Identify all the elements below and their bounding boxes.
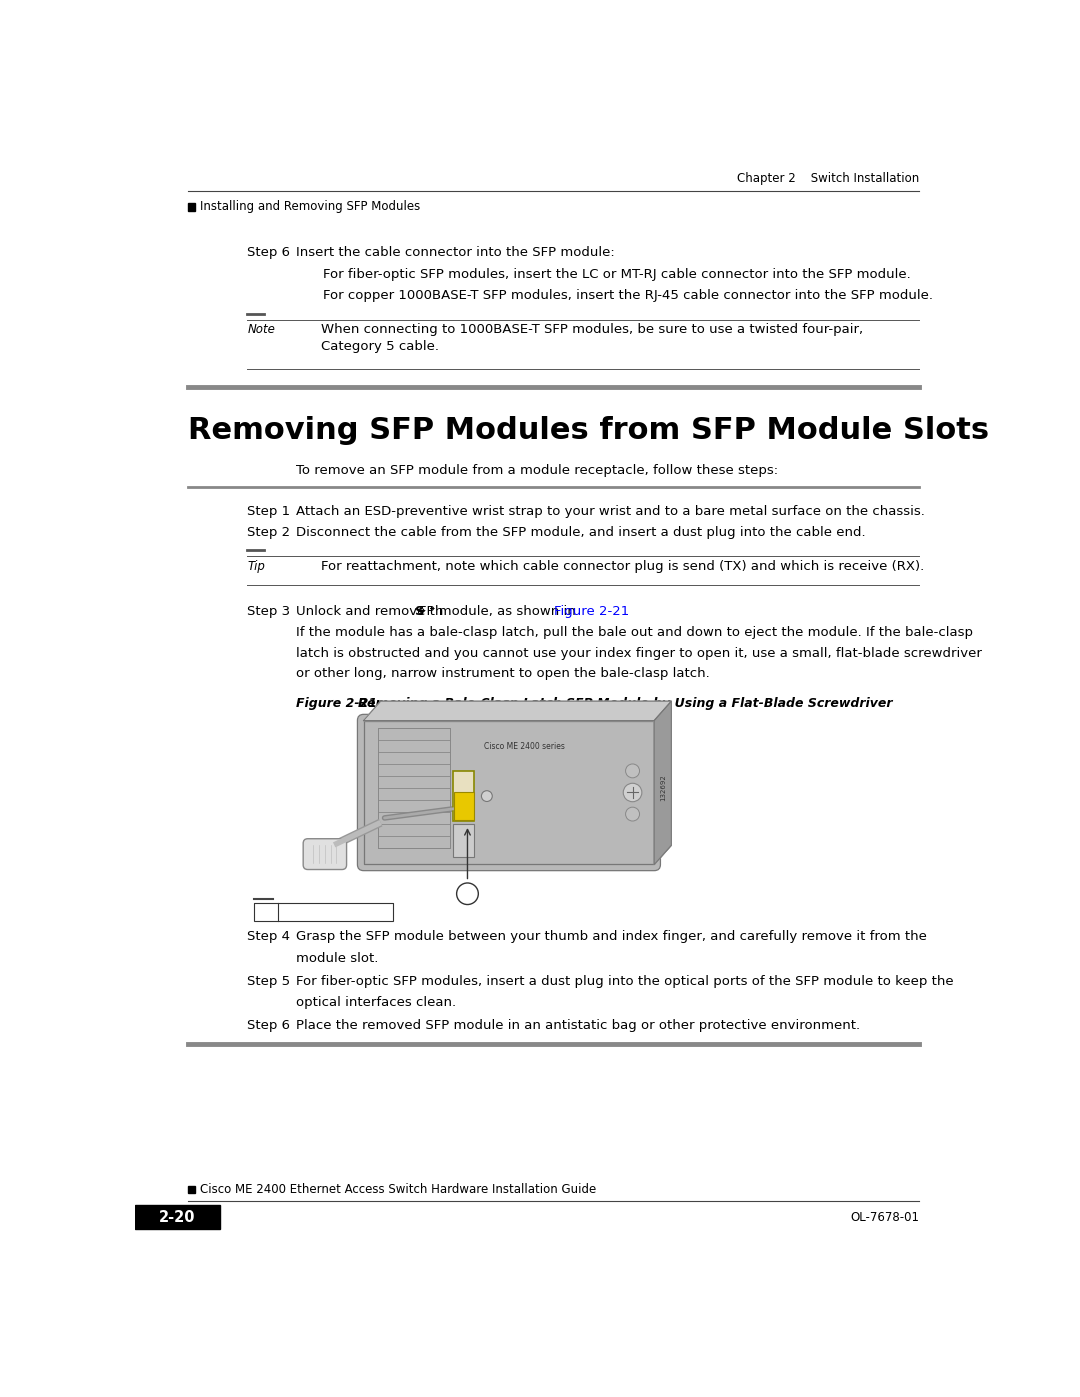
Text: For reattachment, note which cable connector plug is send (TX) and which is rece: For reattachment, note which cable conne… (321, 560, 924, 573)
Text: If the module has a bale-clasp latch, pull the bale out and down to eject the mo: If the module has a bale-clasp latch, pu… (296, 626, 973, 638)
Text: Cisco ME 2400 Ethernet Access Switch Hardware Installation Guide: Cisco ME 2400 Ethernet Access Switch Har… (200, 1183, 596, 1196)
Bar (453, 771, 474, 821)
Text: For copper 1000BASE-T SFP modules, insert the RJ-45 cable connector into the SFP: For copper 1000BASE-T SFP modules, inser… (323, 289, 933, 302)
Bar (135, 1204, 220, 1229)
Text: 1: 1 (463, 887, 471, 900)
Circle shape (623, 784, 642, 802)
Text: latch is obstructed and you cannot use your index finger to open it, use a small: latch is obstructed and you cannot use y… (296, 647, 982, 659)
Text: For fiber-optic SFP modules, insert a dust plug into the optical ports of the SF: For fiber-optic SFP modules, insert a du… (296, 975, 954, 988)
FancyBboxPatch shape (303, 838, 347, 869)
Text: or other long, narrow instrument to open the bale-clasp latch.: or other long, narrow instrument to open… (296, 668, 710, 680)
Text: Step 5: Step 5 (247, 975, 291, 988)
Text: 132692: 132692 (661, 774, 666, 800)
Text: Removing SFP Modules from SFP Module Slots: Removing SFP Modules from SFP Module Slo… (188, 415, 989, 444)
Text: For fiber-optic SFP modules, insert the LC or MT-RJ cable connector into the SFP: For fiber-optic SFP modules, insert the … (323, 268, 912, 281)
Text: Disconnect the cable from the SFP module, and insert a dust plug into the cable : Disconnect the cable from the SFP module… (296, 525, 866, 539)
Text: Chapter 2    Switch Installation: Chapter 2 Switch Installation (737, 172, 919, 184)
FancyBboxPatch shape (357, 714, 661, 870)
Text: Category 5 cable.: Category 5 cable. (321, 339, 438, 353)
Polygon shape (654, 701, 672, 865)
Text: Figure 2-21: Figure 2-21 (554, 605, 629, 617)
Polygon shape (364, 701, 672, 721)
Text: Step 6: Step 6 (247, 246, 291, 260)
Text: Step 6: Step 6 (247, 1020, 291, 1032)
Text: Cisco ME 2400 series: Cisco ME 2400 series (484, 742, 565, 752)
Text: Step 3: Step 3 (247, 605, 291, 617)
Text: Bale clasp: Bale clasp (287, 905, 355, 919)
Text: Insert the cable connector into the SFP module:: Insert the cable connector into the SFP … (296, 246, 615, 260)
Text: Unlock and remove th: Unlock and remove th (296, 605, 444, 617)
Circle shape (625, 807, 639, 821)
Text: Removing a Bale-Clasp Latch SFP Module by Using a Flat-Blade Screwdriver: Removing a Bale-Clasp Latch SFP Module b… (359, 697, 893, 711)
Text: Grasp the SFP module between your thumb and index finger, and carefully remove i: Grasp the SFP module between your thumb … (296, 930, 927, 943)
Text: Note: Note (247, 323, 275, 337)
Text: To remove an SFP module from a module receptacle, follow these steps:: To remove an SFP module from a module re… (296, 464, 779, 478)
Text: Step 4: Step 4 (247, 930, 291, 943)
Text: optical interfaces clean.: optical interfaces clean. (296, 996, 457, 1009)
Polygon shape (654, 701, 672, 865)
Text: Place the removed SFP module in an antistatic bag or other protective environmen: Place the removed SFP module in an antis… (296, 1020, 861, 1032)
Text: 2-20: 2-20 (160, 1210, 195, 1225)
Text: Attach an ESD-preventive wrist strap to your wrist and to a bare metal surface o: Attach an ESD-preventive wrist strap to … (296, 504, 926, 518)
Circle shape (625, 764, 639, 778)
Circle shape (457, 883, 478, 904)
Polygon shape (364, 721, 654, 865)
Bar (454, 792, 474, 820)
Bar (254, 902, 393, 921)
Bar (188, 203, 194, 211)
Text: When connecting to 1000BASE-T SFP modules, be sure to use a twisted four-pair,: When connecting to 1000BASE-T SFP module… (321, 323, 863, 337)
Text: Tip: Tip (247, 560, 266, 573)
Text: 1: 1 (261, 905, 270, 919)
Text: Installing and Removing SFP Modules: Installing and Removing SFP Modules (200, 200, 420, 212)
Text: module slot.: module slot. (296, 951, 379, 964)
Circle shape (482, 791, 492, 802)
Text: FP module, as shown in: FP module, as shown in (419, 605, 576, 617)
Text: Figure 2-21: Figure 2-21 (296, 697, 377, 711)
Text: Step 2: Step 2 (247, 525, 291, 539)
Polygon shape (364, 701, 672, 721)
Bar (453, 824, 474, 856)
Text: S: S (415, 605, 424, 617)
Text: OL-7678-01: OL-7678-01 (850, 1211, 919, 1224)
Bar (188, 1186, 194, 1193)
Text: Step 1: Step 1 (247, 504, 291, 518)
Text: 1: 1 (485, 793, 489, 799)
